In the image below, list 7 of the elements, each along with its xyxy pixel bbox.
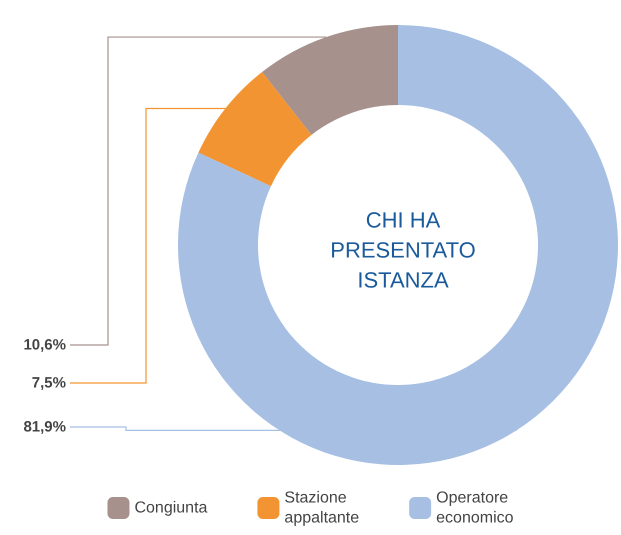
data-label: 10,6% <box>23 336 66 354</box>
data-label: 81,9% <box>23 418 66 436</box>
text: CHI HA PRESENTATO ISTANZA <box>330 208 476 292</box>
legend-label: Congiunta <box>134 500 208 516</box>
legend-label: Operatore economico <box>436 490 514 526</box>
data-label: 7,5% <box>32 374 66 392</box>
legend-label: Stazione appaltante <box>284 490 360 526</box>
